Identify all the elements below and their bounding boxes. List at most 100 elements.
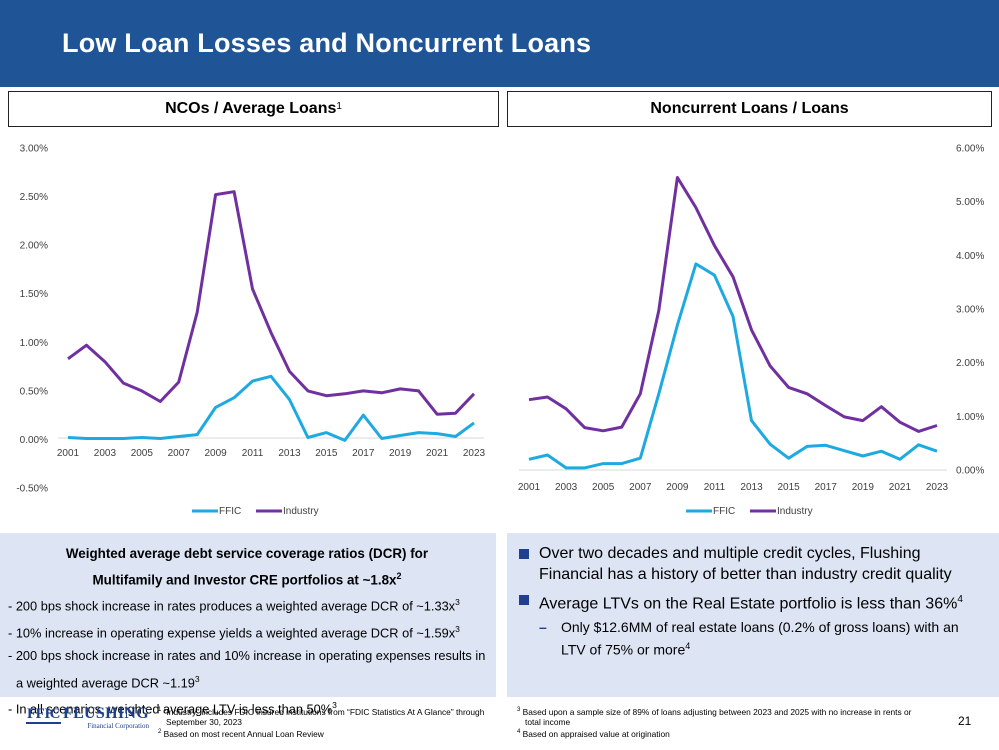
legend-label: Industry xyxy=(283,506,319,517)
x-tick-label: 2003 xyxy=(94,448,117,459)
dcr-title-sup: 2 xyxy=(396,571,402,581)
bullet-text-body: Average LTVs on the Real Estate portfoli… xyxy=(539,595,958,613)
bullet-sup: 4 xyxy=(957,594,963,605)
series-line-industry xyxy=(67,190,476,416)
bullet-text-body: Over two decades and multiple credit cyc… xyxy=(539,545,952,583)
y-tick-label: 2.50% xyxy=(20,192,48,203)
y-tick-label: 5.00% xyxy=(956,197,984,208)
footnote-sup: 1 xyxy=(158,707,162,713)
logo-name: FLUSHING xyxy=(63,705,149,722)
noncurrent-panel-title: Noncurrent Loans / Loans xyxy=(650,100,849,117)
x-tick-label: 2023 xyxy=(463,448,486,459)
bullet-text: Average LTVs on the Real Estate portfoli… xyxy=(539,589,963,614)
x-tick-label: 2023 xyxy=(926,482,949,493)
x-tick-label: 2001 xyxy=(57,448,80,459)
x-tick-label: 2011 xyxy=(242,448,264,459)
x-tick-label: 2013 xyxy=(278,448,301,459)
y-tick-label: 0.00% xyxy=(20,435,48,446)
y-tick-label: 1.50% xyxy=(20,289,48,300)
y-tick-label: 3.00% xyxy=(956,305,984,316)
dcr-box: Weighted average debt service coverage r… xyxy=(0,533,496,717)
footnote: 3 Based upon a sample size of 89% of loa… xyxy=(517,705,927,727)
dcr-title-line2-text: Multifamily and Investor CRE portfolios … xyxy=(92,572,397,588)
x-tick-label: 2021 xyxy=(426,448,449,459)
footnote: 4 Based on appraised value at originatio… xyxy=(517,727,927,739)
footnote-sup: 2 xyxy=(158,728,162,735)
x-tick-label: 2021 xyxy=(889,482,912,493)
dcr-title-line2: Multifamily and Investor CRE portfolios … xyxy=(8,565,486,591)
square-bullet-icon xyxy=(519,595,529,605)
y-tick-label: 6.00% xyxy=(956,144,984,155)
dcr-line-sup: 3 xyxy=(455,597,460,608)
x-tick-label: 2017 xyxy=(352,448,375,459)
dcr-line-sup: 3 xyxy=(332,700,337,711)
nco-chart: 3.00% 2.50% 2.00% 1.50% 1.00% 0.50% 0.00% -0.50… xyxy=(16,144,486,518)
x-tick-label: 2009 xyxy=(666,482,689,493)
x-tick-label: 2005 xyxy=(131,448,154,459)
noncurrent-panel-header: Noncurrent Loans / Loans xyxy=(507,91,992,127)
dcr-line: - 10% increase in operating expense yiel… xyxy=(8,618,486,645)
footnote-sup: 3 xyxy=(517,707,521,713)
legend-label: FFIC xyxy=(713,506,735,517)
slide-title: Low Loan Losses and Noncurrent Loans xyxy=(62,28,592,58)
footnote-text: Based on appraised value at origination xyxy=(522,728,670,739)
sub-bullet-sup: 4 xyxy=(685,641,691,652)
credit-quality-box: Over two decades and multiple credit cyc… xyxy=(507,533,999,697)
bullet-text: Over two decades and multiple credit cyc… xyxy=(539,543,987,585)
footnote-text: Based upon a sample size of 89% of loans… xyxy=(522,706,912,727)
footnote-text: “Industry” includes FDIC insured institu… xyxy=(163,706,485,727)
y-tick-label: 0.50% xyxy=(20,386,48,397)
page-number: 21 xyxy=(958,714,972,728)
dcr-line: - In all scenarios, weighted average LTV… xyxy=(8,694,486,721)
sub-bullet-text: Only $12.6MM of real estate loans (0.2% … xyxy=(561,618,987,660)
title-bar: Low Loan Losses and Noncurrent Loans xyxy=(0,0,999,87)
footnote-sup: 4 xyxy=(517,728,521,735)
footnotes-right: 3 Based upon a sample size of 89% of loa… xyxy=(517,705,927,739)
dcr-line: - 200 bps shock increase in rates and 10… xyxy=(8,645,486,694)
y-tick-label: 3.00% xyxy=(20,144,48,155)
nco-panel-title-sup: 1 xyxy=(336,100,342,112)
bullet-item: Average LTVs on the Real Estate portfoli… xyxy=(519,589,987,614)
x-tick-label: 2001 xyxy=(518,482,541,493)
x-tick-label: 2019 xyxy=(852,482,875,493)
dcr-line-sup: 3 xyxy=(455,624,460,635)
series-line-industry xyxy=(528,176,938,433)
dcr-title-line1: Weighted average debt service coverage r… xyxy=(65,546,429,561)
x-tick-label: 2017 xyxy=(815,482,838,493)
x-tick-label: 2011 xyxy=(704,482,726,493)
nco-panel-header: NCOs / Average Loans 1 xyxy=(8,91,499,127)
y-tick-label: 4.00% xyxy=(956,251,984,262)
x-tick-label: 2019 xyxy=(389,448,412,459)
square-bullet-icon xyxy=(519,549,529,559)
logo-subtitle: Financial Corporation xyxy=(87,722,149,730)
series-line-ffic xyxy=(528,262,938,470)
y-tick-label: 2.00% xyxy=(20,241,48,252)
x-tick-label: 2005 xyxy=(592,482,615,493)
legend-label: FFIC xyxy=(219,506,241,517)
dash-bullet-icon: – xyxy=(539,619,547,636)
y-tick-label: 1.00% xyxy=(956,412,984,423)
flushing-logo: FFIC FLUSHING Financial Corporation xyxy=(26,706,149,730)
bullet-item: Over two decades and multiple credit cyc… xyxy=(519,543,987,585)
x-tick-label: 2009 xyxy=(205,448,228,459)
dcr-line-text: - 200 bps shock increase in rates produc… xyxy=(8,598,456,614)
logo-ffic: FFIC xyxy=(26,706,61,724)
legend-label: Industry xyxy=(777,506,813,517)
nco-panel-title: NCOs / Average Loans xyxy=(165,100,337,117)
sub-bullet-text-body: Only $12.6MM of real estate loans (0.2% … xyxy=(561,619,959,658)
x-tick-label: 2015 xyxy=(315,448,338,459)
footnote: 1 “Industry” includes FDIC insured insti… xyxy=(158,705,508,727)
x-tick-label: 2007 xyxy=(629,482,652,493)
footnote: 2 Based on most recent Annual Loan Revie… xyxy=(158,727,508,739)
dcr-line: - 200 bps shock increase in rates produc… xyxy=(8,591,486,618)
footnote-text: Based on most recent Annual Loan Review xyxy=(163,728,324,739)
y-tick-label: -0.50% xyxy=(16,484,48,495)
noncurrent-chart: 6.00% 5.00% 4.00% 3.00% 2.00% 1.00% 0.00% 2001 2… xyxy=(518,144,985,518)
dcr-line-text: - 10% increase in operating expense yiel… xyxy=(8,625,456,641)
x-tick-label: 2013 xyxy=(740,482,763,493)
x-tick-label: 2003 xyxy=(555,482,578,493)
y-tick-label: 0.00% xyxy=(956,466,984,477)
x-tick-label: 2007 xyxy=(168,448,191,459)
dcr-line-text: - In all scenarios, weighted average LTV… xyxy=(8,701,333,717)
x-tick-label: 2015 xyxy=(778,482,801,493)
